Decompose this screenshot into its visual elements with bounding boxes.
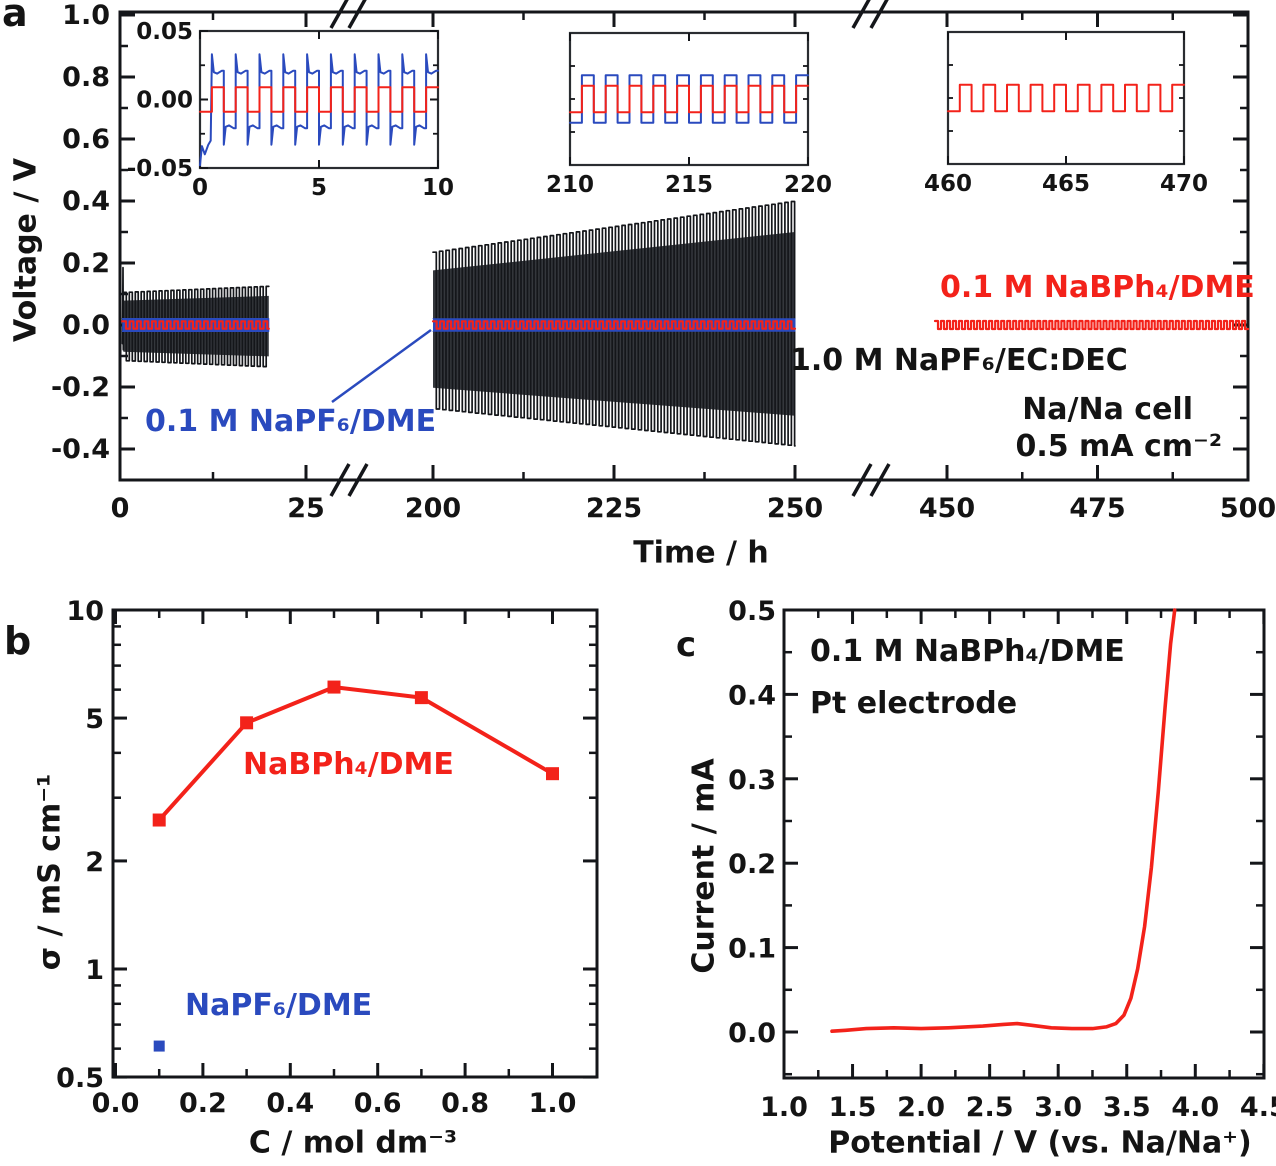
svg-text:0.6: 0.6 <box>354 1088 402 1119</box>
a-annotation-napf6-ecdec: 1.0 M NaPF₆/EC:DEC <box>790 343 1128 378</box>
svg-text:-0.05: -0.05 <box>127 156 193 182</box>
svg-text:3.5: 3.5 <box>1103 1092 1151 1123</box>
svg-text:225: 225 <box>586 493 642 524</box>
svg-text:250: 250 <box>767 493 823 524</box>
b-x-axis-label: C / mol dm⁻³ <box>248 1125 458 1161</box>
svg-text:10: 10 <box>422 175 454 201</box>
b-y-axis-label: σ / mS cm⁻¹ <box>32 773 68 971</box>
svg-text:500: 500 <box>1220 493 1276 524</box>
svg-text:2: 2 <box>85 847 104 878</box>
a-annotation-napf6-dme: 0.1 M NaPF₆/DME <box>145 404 437 439</box>
svg-text:2.5: 2.5 <box>966 1092 1014 1123</box>
svg-text:1.0: 1.0 <box>760 1092 808 1123</box>
svg-text:1.0: 1.0 <box>62 0 110 31</box>
svg-text:1.5: 1.5 <box>829 1092 877 1123</box>
svg-text:-0.2: -0.2 <box>51 372 110 403</box>
svg-text:0.2: 0.2 <box>62 248 110 279</box>
svg-text:5: 5 <box>85 704 104 735</box>
svg-text:3.0: 3.0 <box>1034 1092 1082 1123</box>
panel-b-letter: b <box>4 619 32 663</box>
svg-text:2.0: 2.0 <box>897 1092 945 1123</box>
a-annotation-current-density: 0.5 mA cm⁻² <box>1015 429 1222 464</box>
panel-c-letter: c <box>676 625 697 665</box>
svg-text:220: 220 <box>784 172 832 198</box>
svg-text:0.4: 0.4 <box>728 680 776 711</box>
svg-text:4.0: 4.0 <box>1171 1092 1219 1123</box>
svg-text:0.0: 0.0 <box>62 310 110 341</box>
a-x-axis-label: Time / h <box>633 535 769 571</box>
svg-text:0.0: 0.0 <box>728 1018 776 1049</box>
svg-text:0.5: 0.5 <box>728 596 776 627</box>
svg-text:450: 450 <box>919 493 975 524</box>
c-annotation-electrode: Pt electrode <box>810 686 1018 721</box>
svg-text:0: 0 <box>192 175 208 201</box>
svg-text:475: 475 <box>1069 493 1125 524</box>
panel-a-letter: a <box>2 0 28 35</box>
svg-text:0.5: 0.5 <box>56 1063 104 1094</box>
svg-text:0: 0 <box>111 493 130 524</box>
svg-text:4.5: 4.5 <box>1240 1092 1276 1123</box>
svg-text:0.4: 0.4 <box>266 1088 314 1119</box>
a-annotation-cell: Na/Na cell <box>1022 392 1193 427</box>
svg-text:5: 5 <box>311 175 327 201</box>
svg-text:0.3: 0.3 <box>728 765 776 796</box>
svg-text:1: 1 <box>85 955 104 986</box>
svg-text:0.0: 0.0 <box>92 1088 140 1119</box>
svg-text:200: 200 <box>405 493 461 524</box>
svg-text:215: 215 <box>665 172 713 198</box>
a-y-axis-label: Voltage / V <box>8 158 44 342</box>
c-y-axis-label: Current / mA <box>686 758 722 974</box>
svg-text:210: 210 <box>546 172 594 198</box>
svg-text:10: 10 <box>66 596 104 627</box>
svg-text:1.0: 1.0 <box>529 1088 577 1119</box>
svg-text:0.6: 0.6 <box>62 124 110 155</box>
svg-text:0.1: 0.1 <box>728 934 776 965</box>
svg-text:470: 470 <box>1160 171 1208 197</box>
svg-text:465: 465 <box>1042 171 1090 197</box>
svg-text:0.2: 0.2 <box>179 1088 227 1119</box>
svg-text:0.8: 0.8 <box>441 1088 489 1119</box>
b-annotation-nabph4: NaBPh₄/DME <box>243 747 454 782</box>
svg-text:0.00: 0.00 <box>136 88 193 114</box>
b-annotation-napf6: NaPF₆/DME <box>185 988 373 1023</box>
svg-text:0.8: 0.8 <box>62 62 110 93</box>
c-annotation-electrolyte: 0.1 M NaBPh₄/DME <box>810 634 1125 669</box>
svg-text:0.4: 0.4 <box>62 186 110 217</box>
svg-text:0.05: 0.05 <box>136 19 193 45</box>
svg-text:-0.4: -0.4 <box>51 434 110 465</box>
svg-text:0.2: 0.2 <box>728 849 776 880</box>
svg-text:460: 460 <box>924 171 972 197</box>
a-annotation-nabph4-dme: 0.1 M NaBPh₄/DME <box>940 270 1255 305</box>
c-x-axis-label: Potential / V (vs. Na/Na⁺) <box>828 1125 1252 1161</box>
svg-text:25: 25 <box>287 493 325 524</box>
